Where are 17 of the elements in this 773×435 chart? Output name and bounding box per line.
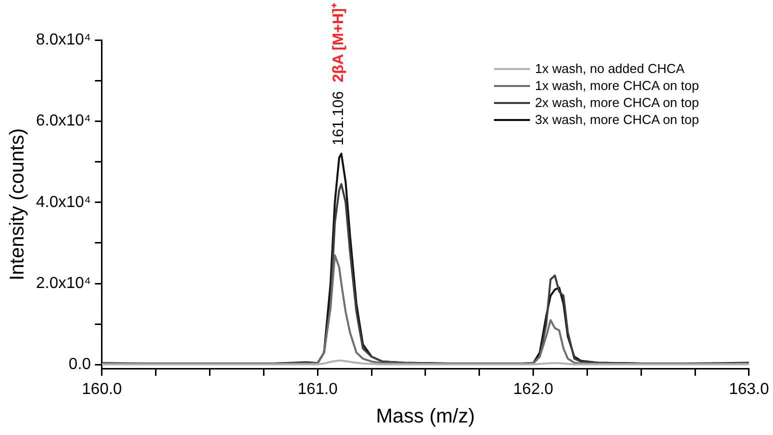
y-tick-label: 6.0x10⁴ <box>36 112 92 130</box>
x-tick-label: 160.0 <box>82 380 122 398</box>
legend-label: 1x wash, no added CHCA <box>534 60 685 77</box>
y-tick-label: 8.0x10⁴ <box>36 31 92 48</box>
y-axis-title: Intensity (counts) <box>6 128 29 281</box>
x-tick-label: 161.0 <box>298 380 338 398</box>
y-tick-label: 0.0 <box>68 356 92 374</box>
y-tick-label: 4.0x10⁴ <box>36 194 92 211</box>
annotation: 2βA [M+H]⁺ <box>330 3 348 84</box>
legend-label: 1x wash, more CHCA on top <box>534 77 699 94</box>
x-axis-title: Mass (m/z) <box>376 406 475 428</box>
x-tick-label: 162.0 <box>513 380 554 398</box>
annotation: 161.106 <box>330 91 348 146</box>
legend-label: 2x wash, more CHCA on top <box>534 94 699 111</box>
legend-label: 3x wash, more CHCA on top <box>534 111 699 128</box>
y-tick-label: 2.0x10⁴ <box>36 274 92 292</box>
x-tick-label: 163.0 <box>728 380 770 398</box>
